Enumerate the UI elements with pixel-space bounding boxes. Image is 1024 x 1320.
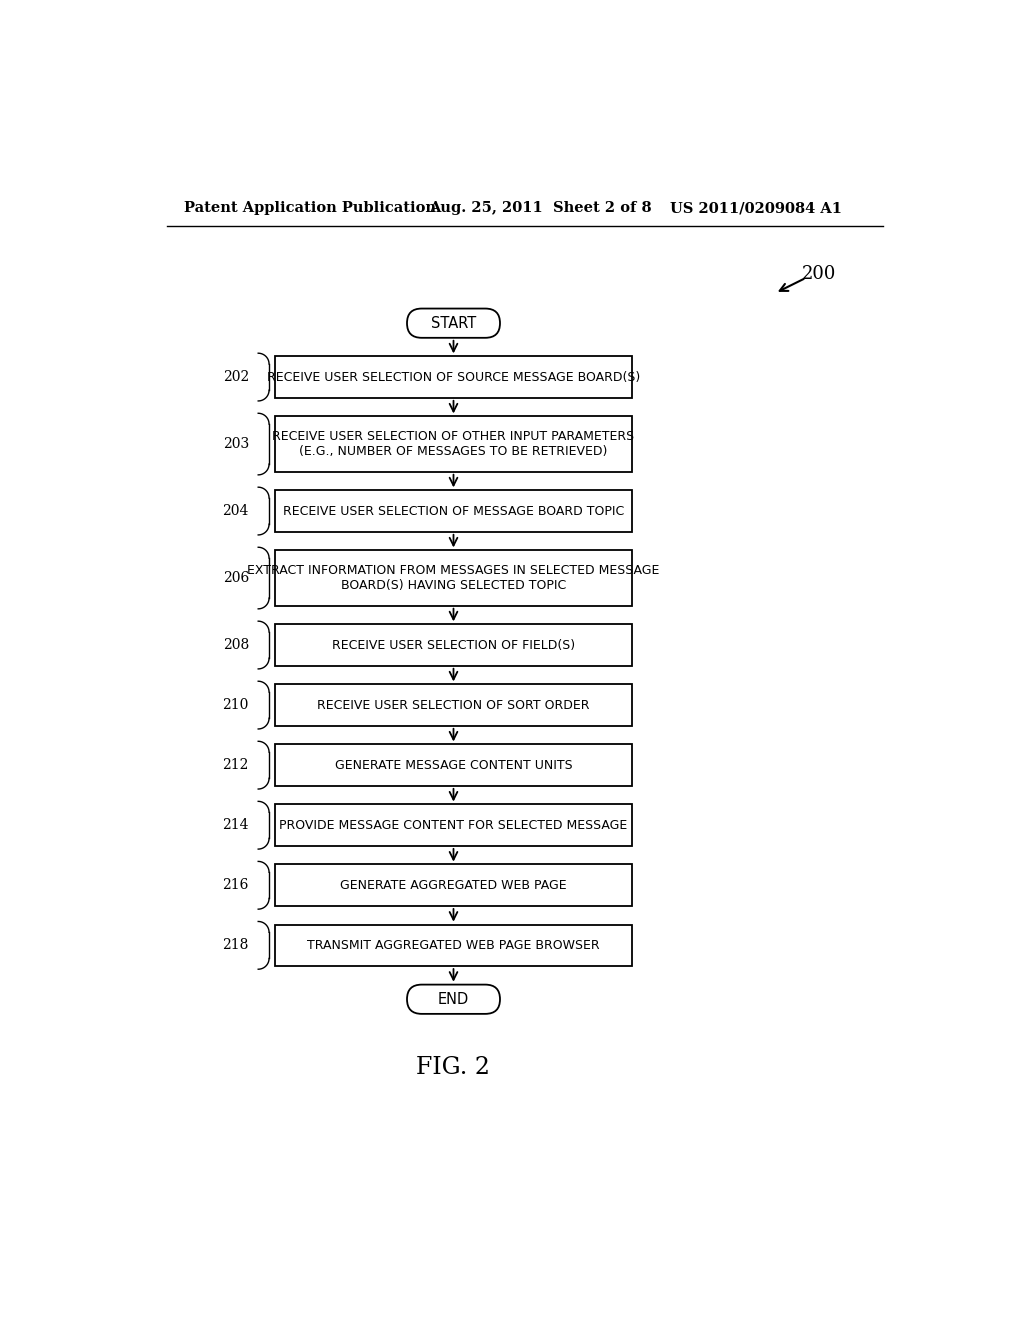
Text: 214: 214: [222, 818, 249, 832]
Text: END: END: [438, 991, 469, 1007]
Text: 204: 204: [222, 504, 249, 517]
Text: GENERATE MESSAGE CONTENT UNITS: GENERATE MESSAGE CONTENT UNITS: [335, 759, 572, 772]
Text: FIG. 2: FIG. 2: [417, 1056, 490, 1080]
Text: RECEIVE USER SELECTION OF SOURCE MESSAGE BOARD(S): RECEIVE USER SELECTION OF SOURCE MESSAGE…: [267, 371, 640, 384]
Text: RECEIVE USER SELECTION OF FIELD(S): RECEIVE USER SELECTION OF FIELD(S): [332, 639, 575, 652]
FancyBboxPatch shape: [275, 684, 632, 726]
Text: 203: 203: [222, 437, 249, 451]
Text: TRANSMIT AGGREGATED WEB PAGE BROWSER: TRANSMIT AGGREGATED WEB PAGE BROWSER: [307, 939, 600, 952]
Text: 216: 216: [222, 878, 249, 892]
Text: 210: 210: [222, 698, 249, 711]
Text: 212: 212: [222, 758, 249, 772]
FancyBboxPatch shape: [275, 356, 632, 397]
Text: RECEIVE USER SELECTION OF MESSAGE BOARD TOPIC: RECEIVE USER SELECTION OF MESSAGE BOARD …: [283, 504, 624, 517]
Text: 200: 200: [802, 265, 837, 282]
FancyBboxPatch shape: [275, 624, 632, 665]
FancyBboxPatch shape: [275, 804, 632, 846]
Text: 206: 206: [222, 572, 249, 585]
FancyBboxPatch shape: [407, 309, 500, 338]
Text: Aug. 25, 2011  Sheet 2 of 8: Aug. 25, 2011 Sheet 2 of 8: [429, 202, 651, 215]
FancyBboxPatch shape: [275, 865, 632, 906]
FancyBboxPatch shape: [275, 744, 632, 785]
Text: RECEIVE USER SELECTION OF OTHER INPUT PARAMETERS
(E.G., NUMBER OF MESSAGES TO BE: RECEIVE USER SELECTION OF OTHER INPUT PA…: [272, 430, 635, 458]
Text: EXTRACT INFORMATION FROM MESSAGES IN SELECTED MESSAGE
BOARD(S) HAVING SELECTED T: EXTRACT INFORMATION FROM MESSAGES IN SEL…: [248, 564, 659, 593]
Text: 208: 208: [222, 638, 249, 652]
Text: 218: 218: [222, 939, 249, 952]
FancyBboxPatch shape: [275, 490, 632, 532]
Text: 202: 202: [222, 370, 249, 384]
Text: US 2011/0209084 A1: US 2011/0209084 A1: [671, 202, 843, 215]
FancyBboxPatch shape: [275, 550, 632, 606]
Text: START: START: [431, 315, 476, 331]
FancyBboxPatch shape: [275, 416, 632, 471]
Text: RECEIVE USER SELECTION OF SORT ORDER: RECEIVE USER SELECTION OF SORT ORDER: [317, 698, 590, 711]
Text: Patent Application Publication: Patent Application Publication: [183, 202, 436, 215]
Text: PROVIDE MESSAGE CONTENT FOR SELECTED MESSAGE: PROVIDE MESSAGE CONTENT FOR SELECTED MES…: [280, 818, 628, 832]
FancyBboxPatch shape: [407, 985, 500, 1014]
Text: GENERATE AGGREGATED WEB PAGE: GENERATE AGGREGATED WEB PAGE: [340, 879, 567, 892]
FancyBboxPatch shape: [275, 924, 632, 966]
